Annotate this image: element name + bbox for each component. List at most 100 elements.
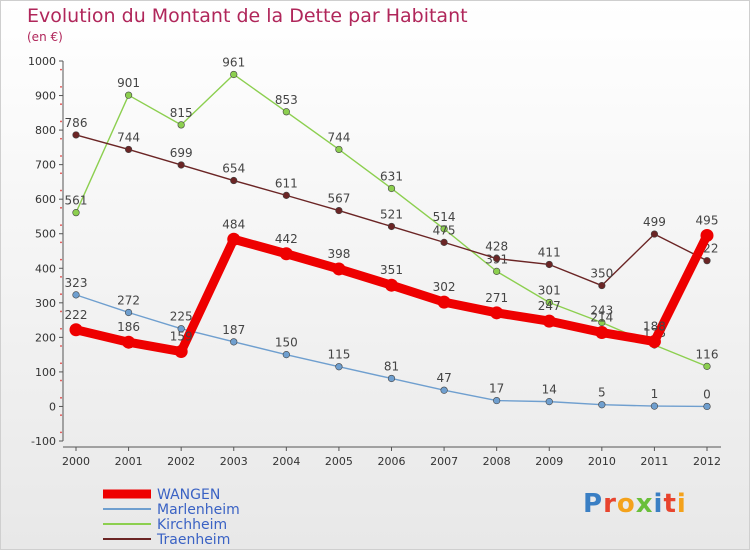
y-minor-dot [60, 327, 62, 330]
y-minor-dot [60, 431, 62, 434]
y-tick-label: 200 [35, 331, 56, 344]
logo-letter: t [663, 489, 677, 519]
logo-letter: i [676, 489, 687, 519]
data-point-marlenheim [650, 402, 659, 410]
data-point-kirchheim [177, 121, 185, 129]
data-label-traenheim: 499 [643, 215, 666, 229]
x-tick-label: 2008 [483, 455, 511, 468]
x-tick-label: 2011 [640, 455, 668, 468]
data-label-wangen: 214 [590, 311, 613, 325]
data-point-traenheim [650, 230, 659, 238]
chart-title: Evolution du Montant de la Dette par Hab… [27, 5, 468, 27]
data-point-kirchheim [545, 298, 553, 307]
data-label-traenheim: 654 [222, 162, 245, 176]
y-minor-dot [60, 310, 62, 313]
y-minor-dot [60, 189, 62, 192]
y-minor-dot [60, 362, 62, 365]
data-point-wangen [647, 335, 661, 349]
y-tick-label: 400 [35, 262, 56, 275]
data-point-marlenheim [598, 401, 606, 409]
data-point-marlenheim [177, 325, 185, 333]
x-tick-label: 2010 [588, 455, 616, 468]
data-point-wangen [174, 345, 188, 359]
data-point-marlenheim [387, 374, 396, 383]
data-point-traenheim [440, 238, 448, 246]
data-point-kirchheim [440, 225, 448, 233]
x-tick-label: 2009 [535, 455, 563, 468]
data-point-traenheim [72, 131, 80, 139]
data-label-wangen: 271 [485, 291, 508, 305]
y-tick-label: 100 [35, 366, 56, 379]
data-point-traenheim [230, 176, 238, 185]
data-point-marlenheim [124, 308, 133, 317]
data-point-wangen [122, 335, 136, 349]
x-tick-label: 2004 [272, 455, 300, 468]
logo-letter: o [616, 489, 636, 519]
data-point-kirchheim [598, 318, 606, 327]
data-point-marlenheim [493, 396, 501, 405]
data-label-wangen: 484 [222, 217, 245, 231]
logo-letter: i [653, 489, 664, 519]
y-tick-label: 800 [35, 124, 56, 137]
data-point-wangen [595, 326, 609, 340]
logo-letter: x [635, 489, 654, 519]
data-point-traenheim [124, 145, 133, 154]
data-label-marlenheim: 272 [117, 293, 140, 307]
y-tick-label: 1000 [28, 55, 56, 68]
data-label-kirchheim: 301 [538, 283, 561, 297]
data-label-marlenheim: 47 [436, 371, 451, 385]
data-point-kirchheim [493, 267, 501, 275]
y-minor-dot [60, 120, 62, 123]
logo-letter: P [583, 489, 604, 519]
data-label-kirchheim: 901 [117, 76, 140, 90]
data-label-traenheim: 786 [65, 116, 88, 130]
data-point-marlenheim [72, 291, 80, 299]
y-minor-dot [60, 137, 62, 140]
data-point-wangen [700, 228, 714, 242]
y-minor-dot [60, 293, 62, 296]
data-label-kirchheim: 744 [327, 130, 350, 144]
y-tick-label: -100 [31, 435, 56, 448]
y-minor-dot [60, 396, 62, 399]
data-label-kirchheim: 561 [65, 194, 88, 208]
data-label-wangen: 442 [275, 232, 298, 246]
data-label-traenheim: 744 [117, 130, 140, 144]
data-label-traenheim: 699 [170, 146, 193, 160]
legend-label-traenheim: Traenheim [156, 532, 230, 548]
y-minor-dot [60, 206, 62, 209]
data-point-kirchheim [230, 70, 238, 79]
data-label-traenheim: 567 [327, 192, 350, 206]
data-label-wangen: 351 [380, 263, 403, 277]
data-label-traenheim: 350 [590, 267, 613, 281]
data-point-wangen [279, 247, 293, 261]
data-label-marlenheim: 81 [384, 359, 399, 373]
data-point-kirchheim [72, 209, 80, 217]
data-label-marlenheim: 14 [542, 383, 557, 397]
y-minor-dot [60, 345, 62, 347]
data-point-traenheim [545, 260, 553, 269]
y-tick-label: 500 [35, 228, 56, 241]
data-point-traenheim [387, 222, 396, 231]
y-tick-label: 600 [35, 193, 56, 206]
data-point-wangen [437, 295, 451, 309]
data-label-wangen: 222 [65, 308, 88, 322]
data-label-wangen: 247 [538, 299, 561, 313]
y-minor-dot [60, 414, 62, 416]
data-label-traenheim: 428 [485, 240, 508, 254]
data-point-marlenheim [335, 363, 343, 371]
data-point-wangen [69, 323, 83, 337]
data-label-kirchheim: 961 [222, 55, 245, 69]
data-label-wangen: 495 [696, 213, 719, 227]
x-tick-label: 2001 [115, 455, 143, 468]
data-point-wangen [227, 232, 241, 246]
data-point-marlenheim [230, 338, 238, 346]
data-label-wangen: 398 [327, 247, 350, 261]
data-label-marlenheim: 0 [703, 387, 711, 401]
data-point-traenheim [177, 161, 185, 169]
data-point-marlenheim [545, 398, 553, 406]
x-tick-label: 2012 [693, 455, 721, 468]
proxiti-logo: Proxiti [583, 489, 687, 519]
data-label-traenheim: 521 [380, 207, 403, 221]
y-minor-dot [60, 276, 62, 278]
